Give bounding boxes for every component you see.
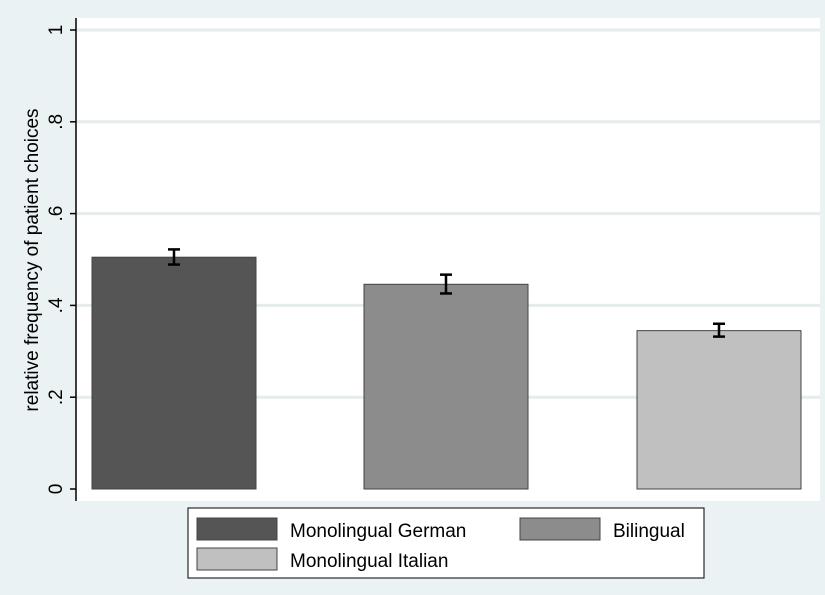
bar	[91, 256, 257, 490]
legend-label: Monolingual Italian	[290, 551, 448, 572]
bars	[91, 256, 802, 490]
error-bars	[168, 248, 725, 338]
y-tick-label: .4	[46, 297, 67, 313]
legend-swatch	[196, 547, 278, 571]
y-tick-label: .2	[46, 389, 67, 405]
legend-swatch	[196, 517, 278, 541]
legend-label: Monolingual German	[290, 521, 466, 542]
y-tick-label: 0	[46, 484, 67, 495]
y-axis-title: relative frequency of patient choices	[22, 108, 43, 411]
y-tick-label: .8	[46, 114, 67, 130]
y-axis-ticks: 0 .2 .4 .6 .8 1	[46, 25, 76, 495]
y-tick-label: 1	[46, 25, 67, 36]
legend: Monolingual German Bilingual Monolingual I…	[196, 517, 685, 572]
bar	[636, 330, 802, 490]
bar	[363, 283, 529, 490]
legend-swatch	[519, 517, 601, 541]
y-tick-label: .6	[46, 206, 67, 222]
legend-label: Bilingual	[613, 521, 685, 542]
